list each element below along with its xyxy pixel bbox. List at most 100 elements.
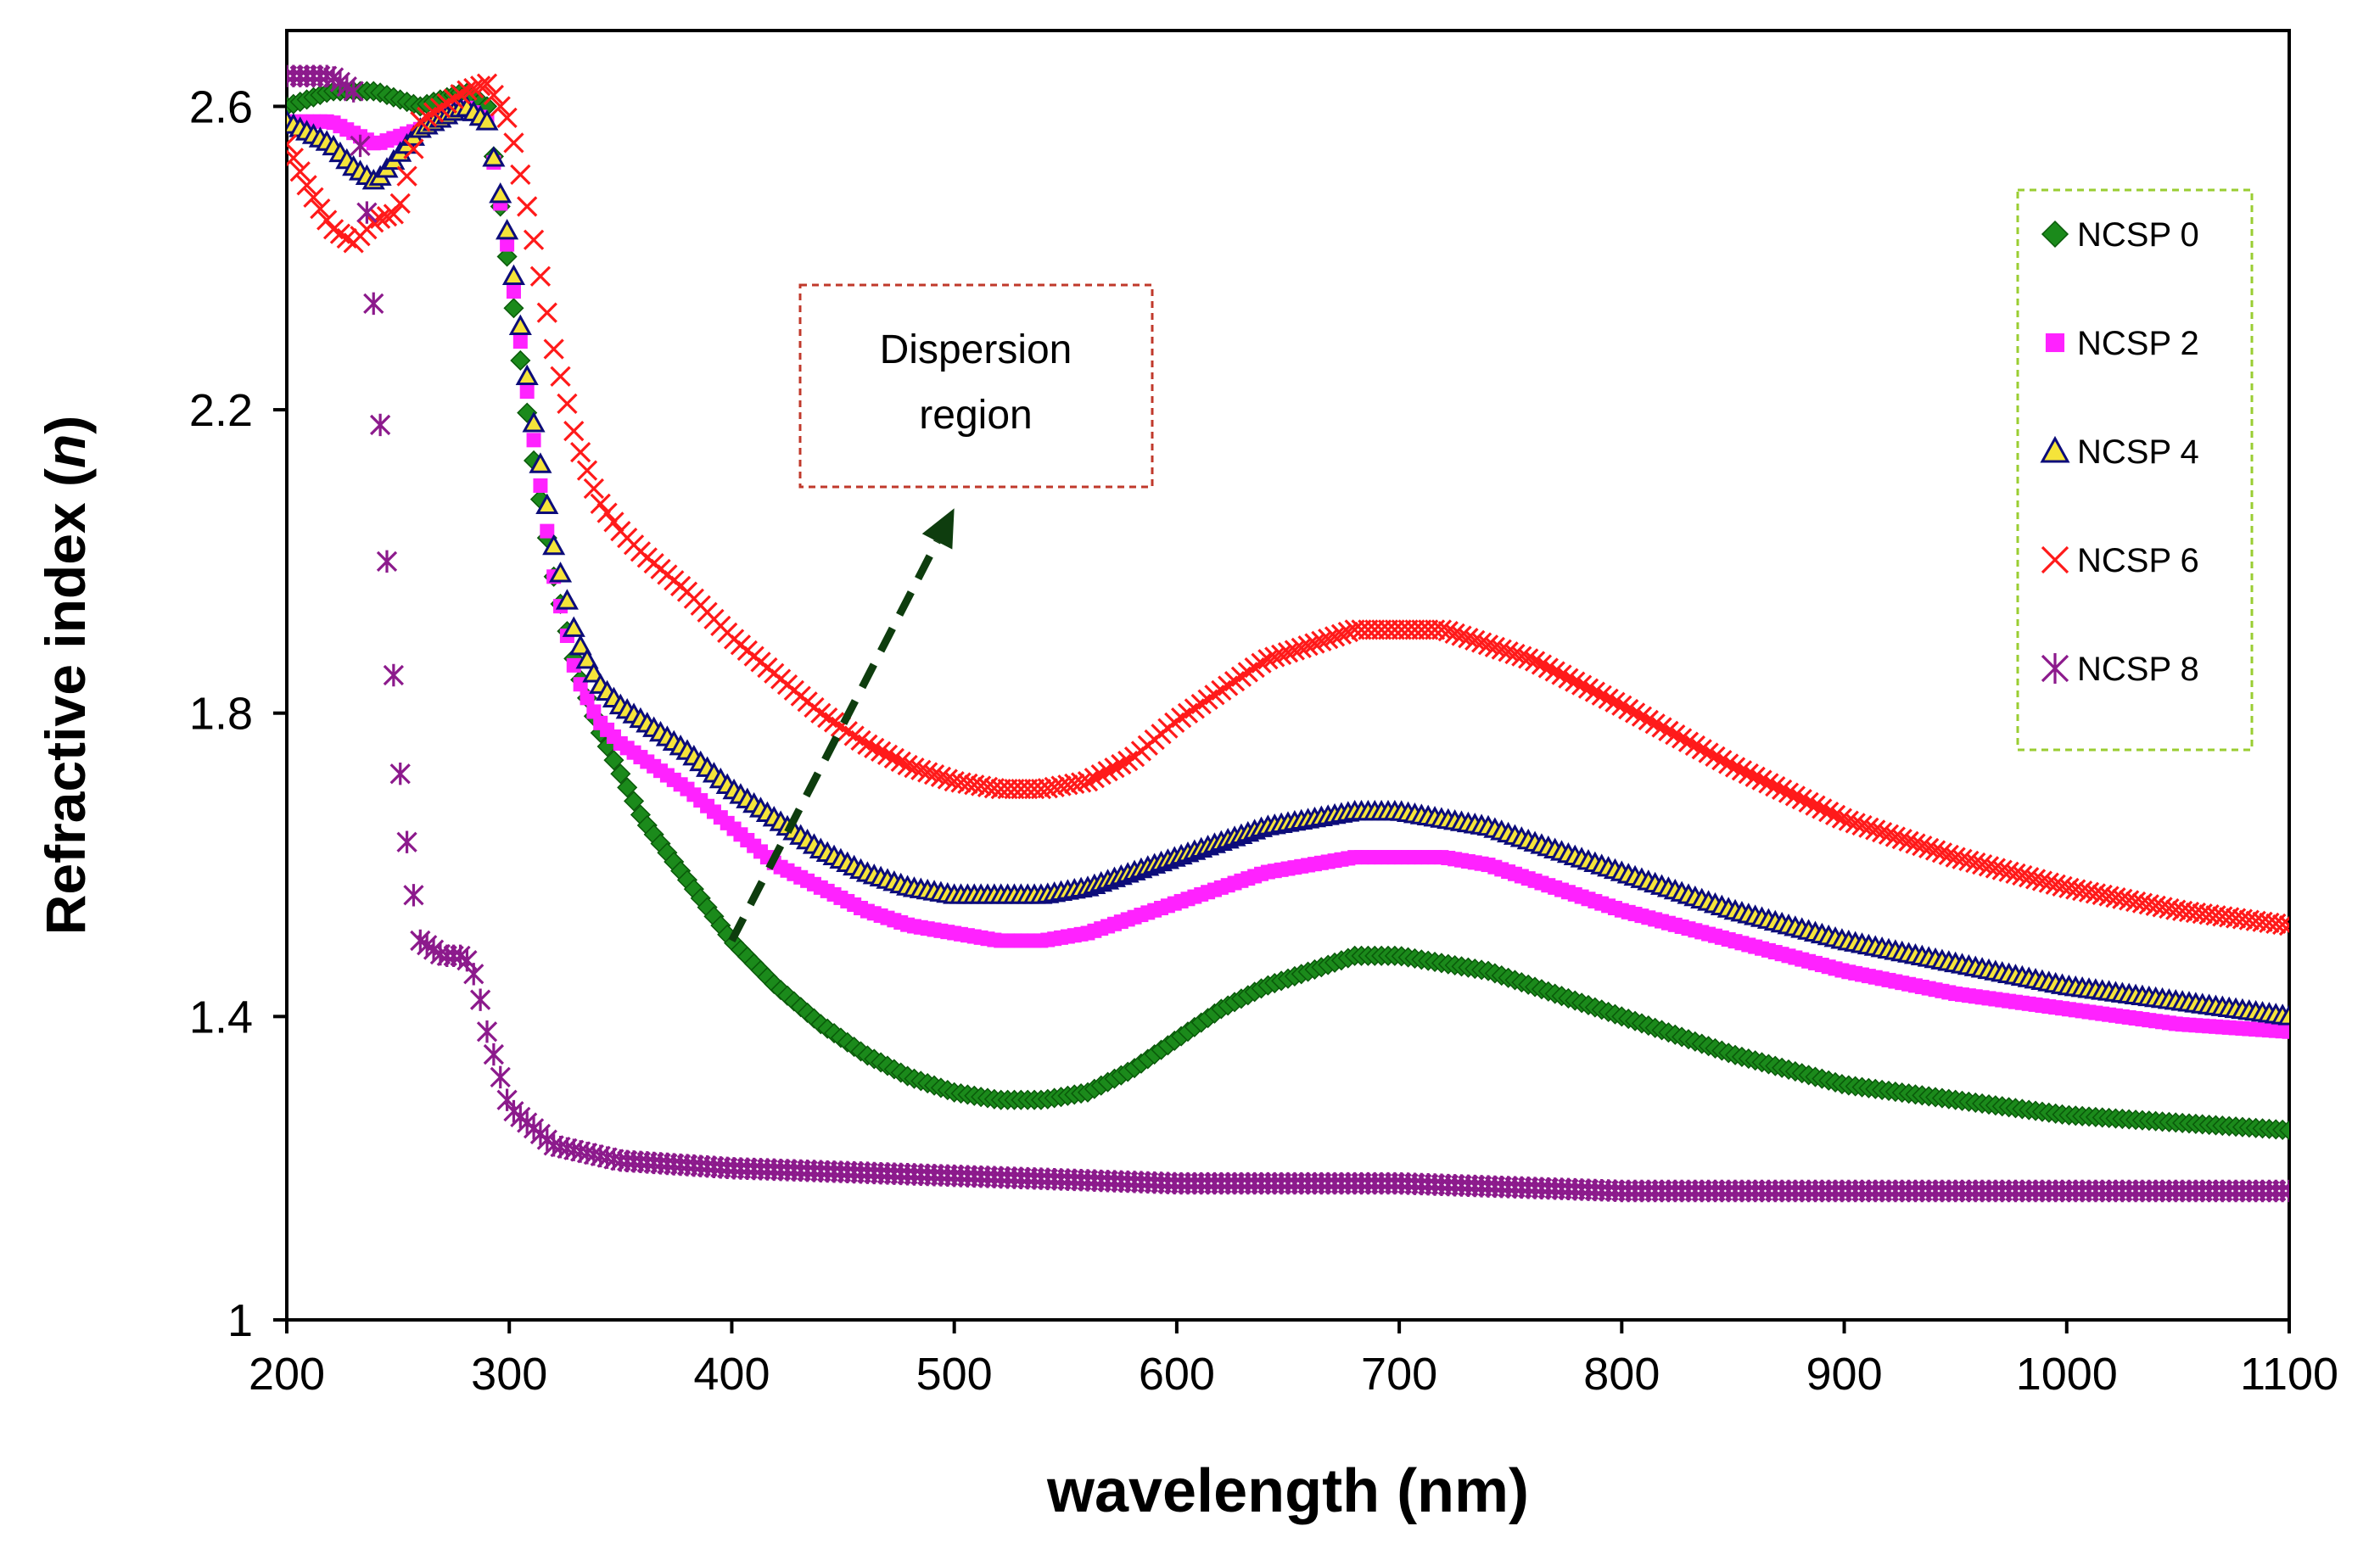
point-3-177 xyxy=(1458,628,1479,649)
point-3-179 xyxy=(1470,632,1492,653)
point-3-198 xyxy=(1598,688,1619,709)
point-3-203 xyxy=(1631,706,1653,727)
legend-item-4: NCSP 8 xyxy=(2041,651,2199,688)
y-tick-label-2: 1.8 xyxy=(189,689,253,740)
point-3-89 xyxy=(870,741,892,762)
point-3-239 xyxy=(1871,821,1893,843)
point-3-149 xyxy=(1270,644,1292,665)
point-1-35 xyxy=(512,334,528,349)
point-4-31 xyxy=(483,1043,504,1066)
point-2-44 xyxy=(568,634,592,656)
point-2-42 xyxy=(555,589,579,610)
point-3-243 xyxy=(1898,830,1919,852)
point-0-50 xyxy=(610,763,631,785)
point-3-265 xyxy=(2045,874,2066,895)
point-3-90 xyxy=(876,744,899,766)
point-3-234 xyxy=(1838,810,1859,831)
point-3-196 xyxy=(1584,681,1606,702)
point-3-224 xyxy=(1771,779,1793,800)
point-3-216 xyxy=(1718,753,1739,774)
point-2-31 xyxy=(482,146,506,167)
y-tick-label-3: 2.2 xyxy=(189,385,253,436)
point-3-210 xyxy=(1677,731,1700,752)
annotation: Dispersion region xyxy=(728,283,1154,942)
point-4-30 xyxy=(476,1020,498,1043)
point-3-226 xyxy=(1784,785,1806,807)
point-2-36 xyxy=(515,364,539,386)
point-1-43 xyxy=(566,657,581,673)
point-3-96 xyxy=(917,762,938,783)
x-tick-label-6: 800 xyxy=(1583,1349,1660,1400)
point-1-300 xyxy=(2282,1024,2289,1039)
point-4-32 xyxy=(490,1065,511,1089)
point-3-43 xyxy=(563,420,585,442)
point-3-241 xyxy=(1884,826,1907,847)
point-3-236 xyxy=(1851,814,1873,836)
point-3-156 xyxy=(1318,628,1339,650)
point-2-300 xyxy=(2277,1004,2289,1026)
point-3-176 xyxy=(1451,625,1472,646)
point-3-38 xyxy=(529,266,552,287)
point-3-120 xyxy=(1077,771,1099,792)
point-3-40 xyxy=(543,338,564,360)
point-3-46 xyxy=(583,478,604,500)
point-3-255 xyxy=(1978,856,2000,877)
point-3-125 xyxy=(1111,753,1132,775)
point-3-191 xyxy=(1551,664,1572,685)
legend-marker-0 xyxy=(2041,220,2069,249)
point-4-300 xyxy=(2278,1179,2289,1203)
point-4-15 xyxy=(376,550,398,573)
point-3-215 xyxy=(1711,750,1733,771)
annotation-arrow xyxy=(728,539,941,942)
point-2-30 xyxy=(475,109,499,131)
point-3-4 xyxy=(303,187,324,208)
point-4-12 xyxy=(356,201,378,224)
point-3-33 xyxy=(496,107,518,128)
y-tick-label-1: 1.4 xyxy=(189,992,253,1043)
y-axis-title-symbol: n xyxy=(34,434,97,468)
point-2-41 xyxy=(548,562,573,583)
point-3-219 xyxy=(1738,763,1759,785)
point-3-0 xyxy=(287,133,298,155)
point-3-250 xyxy=(1945,847,1966,868)
annotation-box xyxy=(798,283,1154,489)
point-0-35 xyxy=(510,349,531,372)
point-1-34 xyxy=(506,284,521,299)
point-3-93 xyxy=(897,754,918,776)
legend-marker-2 xyxy=(2040,435,2070,463)
point-0-34 xyxy=(503,298,524,319)
point-3-119 xyxy=(1070,772,1092,793)
point-2-32 xyxy=(489,182,512,204)
y-axis-title-main: Refractive index ( xyxy=(34,468,97,935)
point-3-208 xyxy=(1665,724,1686,746)
point-3-205 xyxy=(1644,713,1666,735)
annotation-line1: Dispersion xyxy=(880,327,1072,372)
point-3-252 xyxy=(1958,850,1980,872)
point-3-37 xyxy=(523,229,545,250)
legend-marker-3 xyxy=(2041,545,2069,574)
point-3-232 xyxy=(1824,804,1846,826)
series-layer xyxy=(287,64,2289,1203)
point-2-35 xyxy=(508,314,532,336)
x-axis-title: wavelength (nm) xyxy=(1046,1457,1529,1525)
point-3-207 xyxy=(1658,720,1679,741)
point-3-212 xyxy=(1691,739,1712,760)
point-4-17 xyxy=(389,763,411,785)
point-1-36 xyxy=(519,384,535,400)
point-3-158 xyxy=(1330,623,1352,645)
x-tick-label-0: 200 xyxy=(249,1349,325,1400)
point-3-183 xyxy=(1498,641,1519,662)
point-3-95 xyxy=(910,759,932,780)
point-4-28 xyxy=(463,963,484,986)
point-3-48 xyxy=(596,502,618,523)
point-3-202 xyxy=(1624,702,1646,724)
point-3-152 xyxy=(1291,637,1312,658)
y-tick-label-0: 1 xyxy=(227,1295,253,1346)
annotation-line2: region xyxy=(919,393,1032,438)
point-4-14 xyxy=(370,413,391,437)
point-3-3 xyxy=(296,175,317,196)
x-tick-label-7: 900 xyxy=(1806,1349,1883,1400)
axis-ticks: 200 300 400 500 600 700 800 900 1000 1100 1 1.4 1.8 2… xyxy=(189,81,2338,1400)
point-2-39 xyxy=(535,493,559,515)
